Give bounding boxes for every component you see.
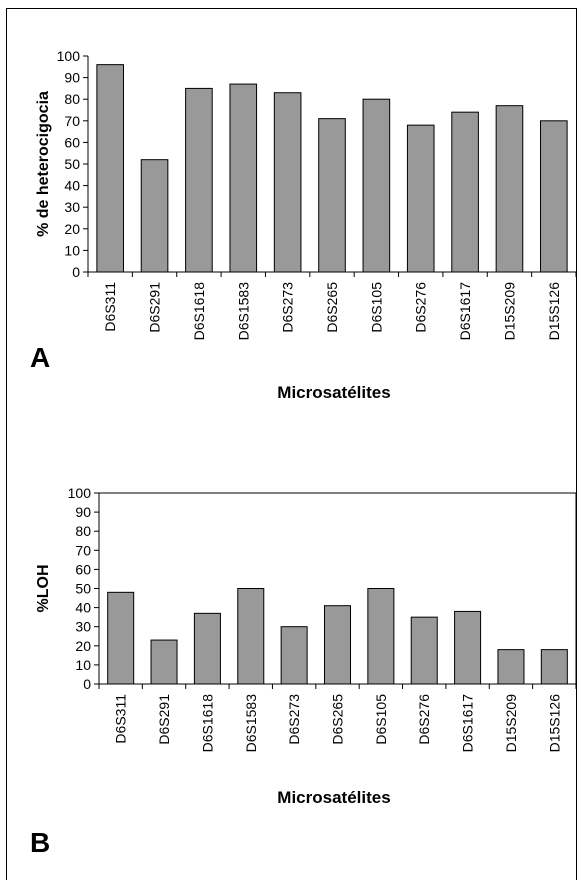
x-axis-title-a: Microsatélites (277, 383, 391, 402)
x-tick-label: D6S311 (113, 694, 129, 744)
bar (318, 118, 346, 273)
x-tick-label: D6S1618 (191, 282, 207, 341)
panel-letter-b: B (30, 827, 51, 858)
bar (495, 105, 524, 273)
x-axis-title-b: Microsatélites (277, 788, 391, 807)
y-tick-label: 50 (75, 581, 91, 597)
bar (451, 111, 479, 273)
bar (140, 159, 169, 273)
y-tick-label: 20 (64, 221, 80, 237)
x-tick-label: D15S126 (546, 282, 562, 341)
x-tick-label: D6S1583 (235, 282, 251, 341)
x-tick-label: D6S276 (416, 694, 432, 745)
x-tick-label: D15S126 (546, 694, 562, 753)
x-tick-label: D6S273 (286, 694, 302, 745)
y-tick-label: 40 (64, 178, 80, 194)
chart-a: 0 10 20 30 40 50 60 70 80 90 100 D6S311 D6S291 D6S161… (35, 48, 577, 341)
figure-frame (6, 8, 577, 880)
y-tick-label: 10 (64, 242, 80, 258)
bar (540, 649, 568, 685)
bar (497, 649, 525, 685)
y-tick-label: 20 (75, 638, 91, 654)
x-tick-label: D6S291 (156, 694, 172, 745)
y-tick-label: 50 (64, 156, 80, 172)
y-tick-label: 100 (68, 485, 92, 501)
x-tick-label: D6S1583 (243, 694, 259, 753)
y-tick-label: 90 (75, 504, 91, 520)
bar (454, 610, 482, 685)
bar (362, 98, 391, 273)
x-tick-label: D6S291 (147, 282, 163, 333)
bar (273, 92, 302, 273)
x-tick-label: D6S1618 (199, 694, 215, 753)
bar (229, 83, 258, 273)
y-tick-label: 70 (64, 113, 80, 129)
bar (193, 612, 221, 685)
y-tick-label: 0 (72, 264, 80, 280)
bar (280, 626, 308, 685)
y-tick-label: 0 (83, 676, 91, 692)
y-tick-label: 80 (64, 91, 80, 107)
x-tick-label: D6S1617 (460, 694, 476, 753)
y-tick-label: 90 (64, 70, 80, 86)
bar (150, 639, 178, 685)
bar (406, 124, 435, 273)
x-tick-label: D6S276 (413, 282, 429, 333)
y-tick-label: 30 (64, 199, 80, 215)
y-tick-label: 40 (75, 600, 91, 616)
x-tick-label: D6S273 (280, 282, 296, 333)
bar (323, 605, 352, 685)
x-tick-label: D15S209 (501, 282, 517, 341)
bar (96, 64, 124, 273)
x-tick-label: D6S311 (102, 282, 118, 332)
bar (410, 616, 438, 685)
panel-letter-a: A (30, 342, 51, 373)
x-tick-label: D6S1617 (457, 282, 473, 341)
bar (185, 87, 213, 273)
x-tick-label: D6S105 (368, 282, 384, 333)
y-tick-label: 30 (75, 619, 91, 635)
chart-b: 0 10 20 30 40 50 60 70 80 90 100 D6S311 D6S291 D6S161… (35, 485, 577, 753)
x-tick-label: D6S265 (330, 694, 346, 745)
y-axis-title: % de heterocigocia (35, 91, 52, 237)
bar (237, 588, 265, 685)
y-tick-label: 60 (75, 561, 91, 577)
y-tick-label: 100 (57, 48, 81, 64)
x-tick-label: D15S209 (503, 694, 519, 753)
bar (540, 120, 568, 273)
x-tick-label: D6S105 (373, 694, 389, 745)
x-tick-label: D6S265 (324, 282, 340, 333)
y-axis-title: %LOH (35, 565, 52, 613)
bar (107, 591, 135, 685)
y-tick-label: 70 (75, 542, 91, 558)
y-tick-label: 60 (64, 134, 80, 150)
y-tick-label: 10 (75, 657, 91, 673)
y-tick-label: 80 (75, 523, 91, 539)
bar (367, 588, 395, 685)
